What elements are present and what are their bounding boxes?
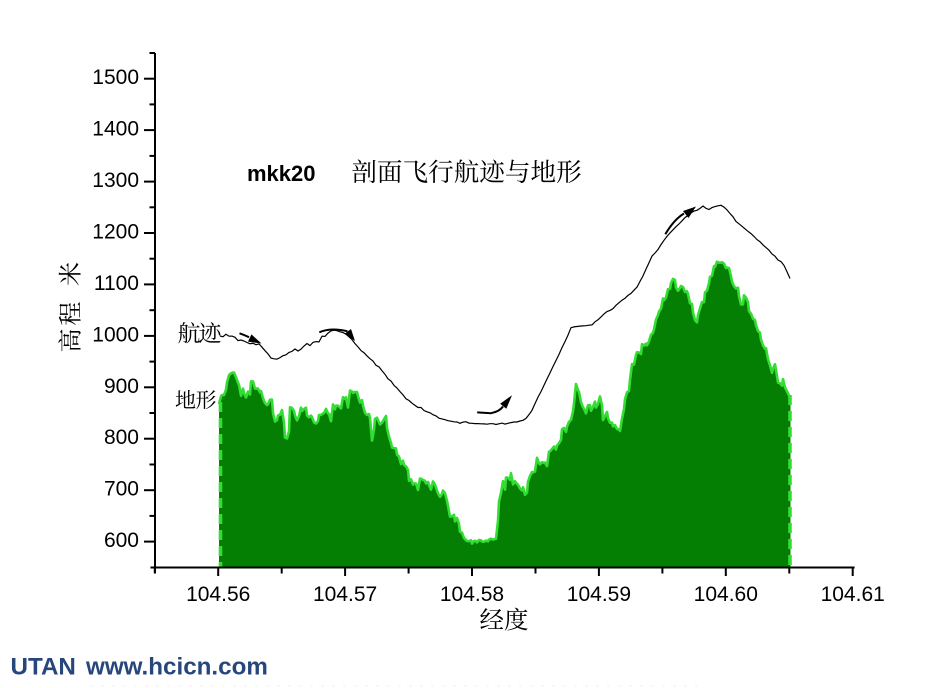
svg-text:800: 800: [104, 426, 139, 449]
svg-text:www.hcicn.com: www.hcicn.com: [85, 654, 268, 681]
svg-text:104.60: 104.60: [694, 583, 758, 606]
svg-text:1200: 1200: [92, 221, 139, 244]
svg-text:1300: 1300: [92, 169, 139, 192]
svg-text:104.61: 104.61: [821, 583, 885, 606]
svg-text:104.56: 104.56: [186, 583, 250, 606]
svg-text:700: 700: [104, 478, 139, 501]
svg-text:900: 900: [104, 375, 139, 398]
svg-text:1000: 1000: [92, 323, 139, 346]
svg-text:104.57: 104.57: [313, 583, 377, 606]
svg-text:UTAN: UTAN: [11, 654, 76, 681]
svg-text:104.58: 104.58: [440, 583, 504, 606]
svg-text:1400: 1400: [92, 118, 139, 141]
svg-text:104.59: 104.59: [567, 583, 631, 606]
svg-text:1100: 1100: [94, 272, 139, 295]
svg-text:600: 600: [104, 529, 139, 552]
svg-text:1500: 1500: [92, 66, 139, 89]
svg-text:mkk20: mkk20: [247, 161, 316, 186]
